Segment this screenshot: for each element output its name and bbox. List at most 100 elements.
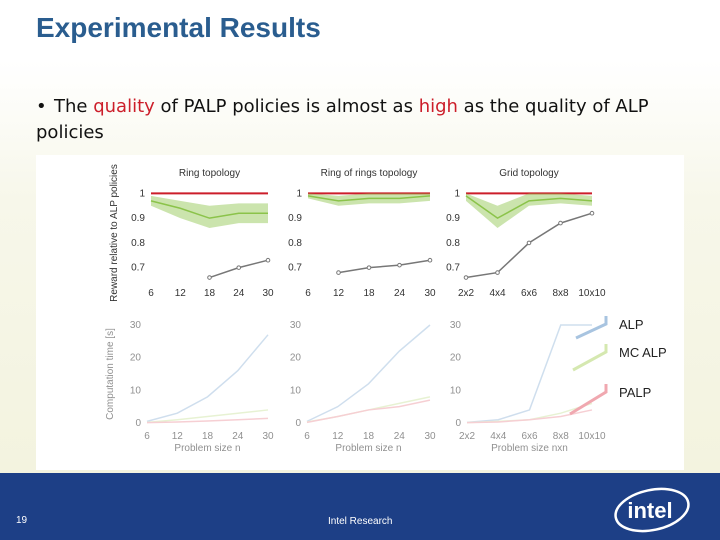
y-tick-label: 0.8 [446,238,460,249]
highlight-high: high [418,96,458,117]
panel-reward-grid: Grid topology 1 0.9 0.8 0.7 2x2 4x4 6x6 8x8 10x10 [446,168,606,299]
panel-title: Grid topology [499,168,558,179]
y-tick-label: 30 [290,320,302,331]
x-tick-label: 30 [262,431,274,442]
y-tick-label: 0.8 [131,238,145,249]
page-number: 19 [16,515,28,526]
x-tick-label: 4x4 [490,431,507,442]
series-line-palp [306,399,431,424]
series-point-palp [495,270,500,275]
y-tick-label: 0 [455,418,461,429]
series-point-palp [207,275,212,280]
series-line-alp [146,334,269,423]
legend-pointer [575,316,608,340]
series-line-mc-alp [146,409,269,424]
x-tick-label: 18 [363,288,375,299]
y-tick-label: 10 [290,385,302,396]
results-chart-svg: Ring topology 1 0.9 0.8 0.7 6 12 18 24 30 Reward r… [105,164,667,454]
y-tick-label: 0.7 [288,263,302,274]
x-tick-label: 6x6 [521,288,538,299]
series-point-palp [526,240,532,246]
y-axis-label: Computation time [s] [105,328,116,420]
panel-time-ring: 30 20 10 06 12 18 24 30 Problem size n Computatio… [105,320,274,454]
legend-label: MC ALP [619,345,667,360]
slide-title: Experimental Results [36,12,321,43]
series-line-mc-alp [150,200,268,219]
intel-logo: intel [614,487,690,533]
y-tick-label: 1 [454,188,460,199]
x-tick-label: 10x10 [578,431,606,442]
series-band-mc-alp [151,195,268,229]
logo-wordmark: intel [627,498,672,523]
y-tick-label: 20 [450,353,462,364]
x-tick-label: 18 [204,288,216,299]
series-point-palp [463,275,469,280]
series-band-mc-alp [466,193,592,229]
y-tick-label: 1 [139,188,145,199]
series-point-palp [558,220,563,226]
x-tick-label: 12 [172,431,184,442]
footer-bar: 19 Intel Research intel [0,473,720,540]
series-point-palp [265,257,271,263]
y-tick-label: 10 [450,385,462,396]
x-tick-label: 24 [394,431,406,442]
x-tick-label: 30 [262,288,274,299]
y-tick-label: 0.9 [288,213,302,224]
series-point-palp [236,265,242,270]
series-line-alp [466,324,592,424]
legend-pointer [569,384,608,416]
highlight-quality: quality [93,96,155,117]
series-line-palp [338,259,431,274]
x-tick-label: 24 [232,431,244,442]
y-tick-label: 0.9 [446,213,460,224]
x-tick-label: 8x8 [553,431,570,442]
series-point-palp [397,262,402,268]
y-tick-label: 0 [135,418,141,429]
x-axis-label: Problem size nxn [491,443,568,454]
x-tick-label: 24 [233,288,245,299]
bullet-marker: • [36,96,47,117]
x-tick-label: 6 [144,431,150,442]
x-tick-label: 12 [333,288,345,299]
footer-text: Intel Research [328,516,393,527]
x-tick-label: 6 [305,288,311,299]
x-tick-label: 6x6 [521,431,538,442]
panel-reward-ring: Ring topology 1 0.9 0.8 0.7 6 12 18 24 30 Reward r… [109,164,274,302]
x-tick-label: 6 [304,431,310,442]
x-tick-label: 18 [202,431,214,442]
x-tick-label: 12 [332,431,344,442]
y-tick-label: 0.8 [288,238,302,249]
results-figure: Ring topology 1 0.9 0.8 0.7 6 12 18 24 30 Reward r… [36,155,684,470]
panel-reward-ringofrings: Ring of rings topology 1 0.9 0.8 0.7 6 12 18 24 3… [288,168,436,299]
series-line-mc-alp [307,195,431,202]
bullet-point: • The quality of PALP policies is almost … [36,94,686,146]
series-point-palp [427,257,433,263]
panel-title: Ring topology [179,168,240,179]
bullet-text: of PALP policies is almost as [154,96,419,117]
y-tick-label: 30 [450,320,462,331]
series-line-palp [146,417,269,424]
x-tick-label: 10x10 [578,288,606,299]
y-axis-label: Reward relative to ALP policies [109,164,120,302]
x-tick-label: 2x2 [459,431,476,442]
panel-time-ringofrings: 30 20 10 06 12 18 24 30 Problem size n [290,320,436,454]
series-band-mc-alp [308,193,430,206]
bullet-text: as the quality of ALP policies [36,96,649,143]
series-point-palp [336,270,341,275]
series-line-palp [465,212,593,279]
x-axis-label: Problem size n [335,443,401,454]
y-tick-label: 0.9 [131,213,145,224]
bullet-text: The [54,96,94,117]
x-tick-label: 6 [148,288,154,299]
x-tick-label: 4x4 [489,288,506,299]
x-tick-label: 30 [424,431,436,442]
series-point-palp [589,210,595,216]
panel-time-grid: 30 20 10 0 2x2 4x4 6x6 8x8 10x10 Problem size nxn [450,320,606,454]
x-tick-label: 24 [394,288,406,299]
legend-label: PALP [619,385,651,400]
y-tick-label: 20 [130,353,142,364]
series-line-mc-alp [465,195,593,220]
y-tick-label: 20 [290,353,302,364]
x-tick-label: 12 [175,288,187,299]
legend-label: ALP [619,317,644,332]
